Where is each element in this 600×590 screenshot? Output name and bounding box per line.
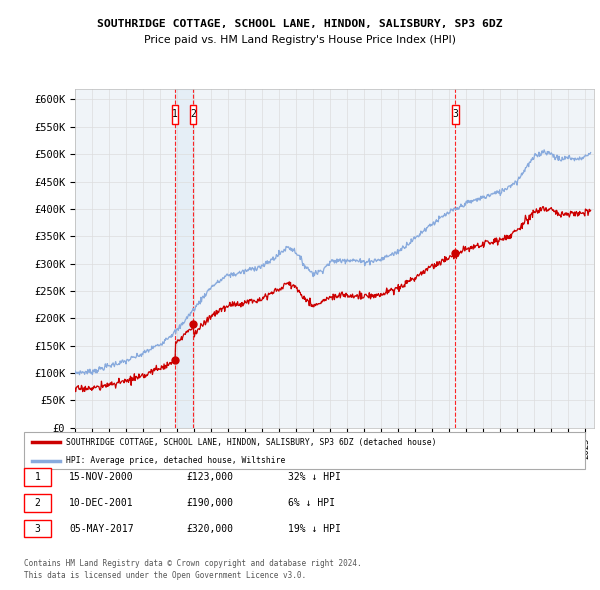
Text: 10-DEC-2001: 10-DEC-2001 [69, 498, 134, 507]
Text: Price paid vs. HM Land Registry's House Price Index (HPI): Price paid vs. HM Land Registry's House … [144, 35, 456, 45]
Text: HPI: Average price, detached house, Wiltshire: HPI: Average price, detached house, Wilt… [66, 457, 286, 466]
Text: SOUTHRIDGE COTTAGE, SCHOOL LANE, HINDON, SALISBURY, SP3 6DZ: SOUTHRIDGE COTTAGE, SCHOOL LANE, HINDON,… [97, 19, 503, 29]
FancyBboxPatch shape [172, 105, 178, 124]
Text: 3: 3 [452, 110, 458, 120]
Text: 19% ↓ HPI: 19% ↓ HPI [288, 524, 341, 533]
Text: This data is licensed under the Open Government Licence v3.0.: This data is licensed under the Open Gov… [24, 571, 306, 580]
Text: £320,000: £320,000 [186, 524, 233, 533]
Text: 2: 2 [190, 110, 196, 120]
Text: 2: 2 [35, 498, 40, 507]
Text: £190,000: £190,000 [186, 498, 233, 507]
Text: 3: 3 [35, 524, 40, 533]
FancyBboxPatch shape [452, 105, 458, 124]
Text: 1: 1 [172, 110, 178, 120]
Text: 1: 1 [35, 472, 40, 481]
FancyBboxPatch shape [24, 432, 585, 469]
Text: 32% ↓ HPI: 32% ↓ HPI [288, 472, 341, 481]
Text: 15-NOV-2000: 15-NOV-2000 [69, 472, 134, 481]
Bar [175, 88, 193, 428]
Text: Contains HM Land Registry data © Crown copyright and database right 2024.: Contains HM Land Registry data © Crown c… [24, 559, 362, 568]
Text: £123,000: £123,000 [186, 472, 233, 481]
Text: 05-MAY-2017: 05-MAY-2017 [69, 524, 134, 533]
Text: 6% ↓ HPI: 6% ↓ HPI [288, 498, 335, 507]
FancyBboxPatch shape [190, 105, 196, 124]
Text: SOUTHRIDGE COTTAGE, SCHOOL LANE, HINDON, SALISBURY, SP3 6DZ (detached house): SOUTHRIDGE COTTAGE, SCHOOL LANE, HINDON,… [66, 438, 437, 447]
